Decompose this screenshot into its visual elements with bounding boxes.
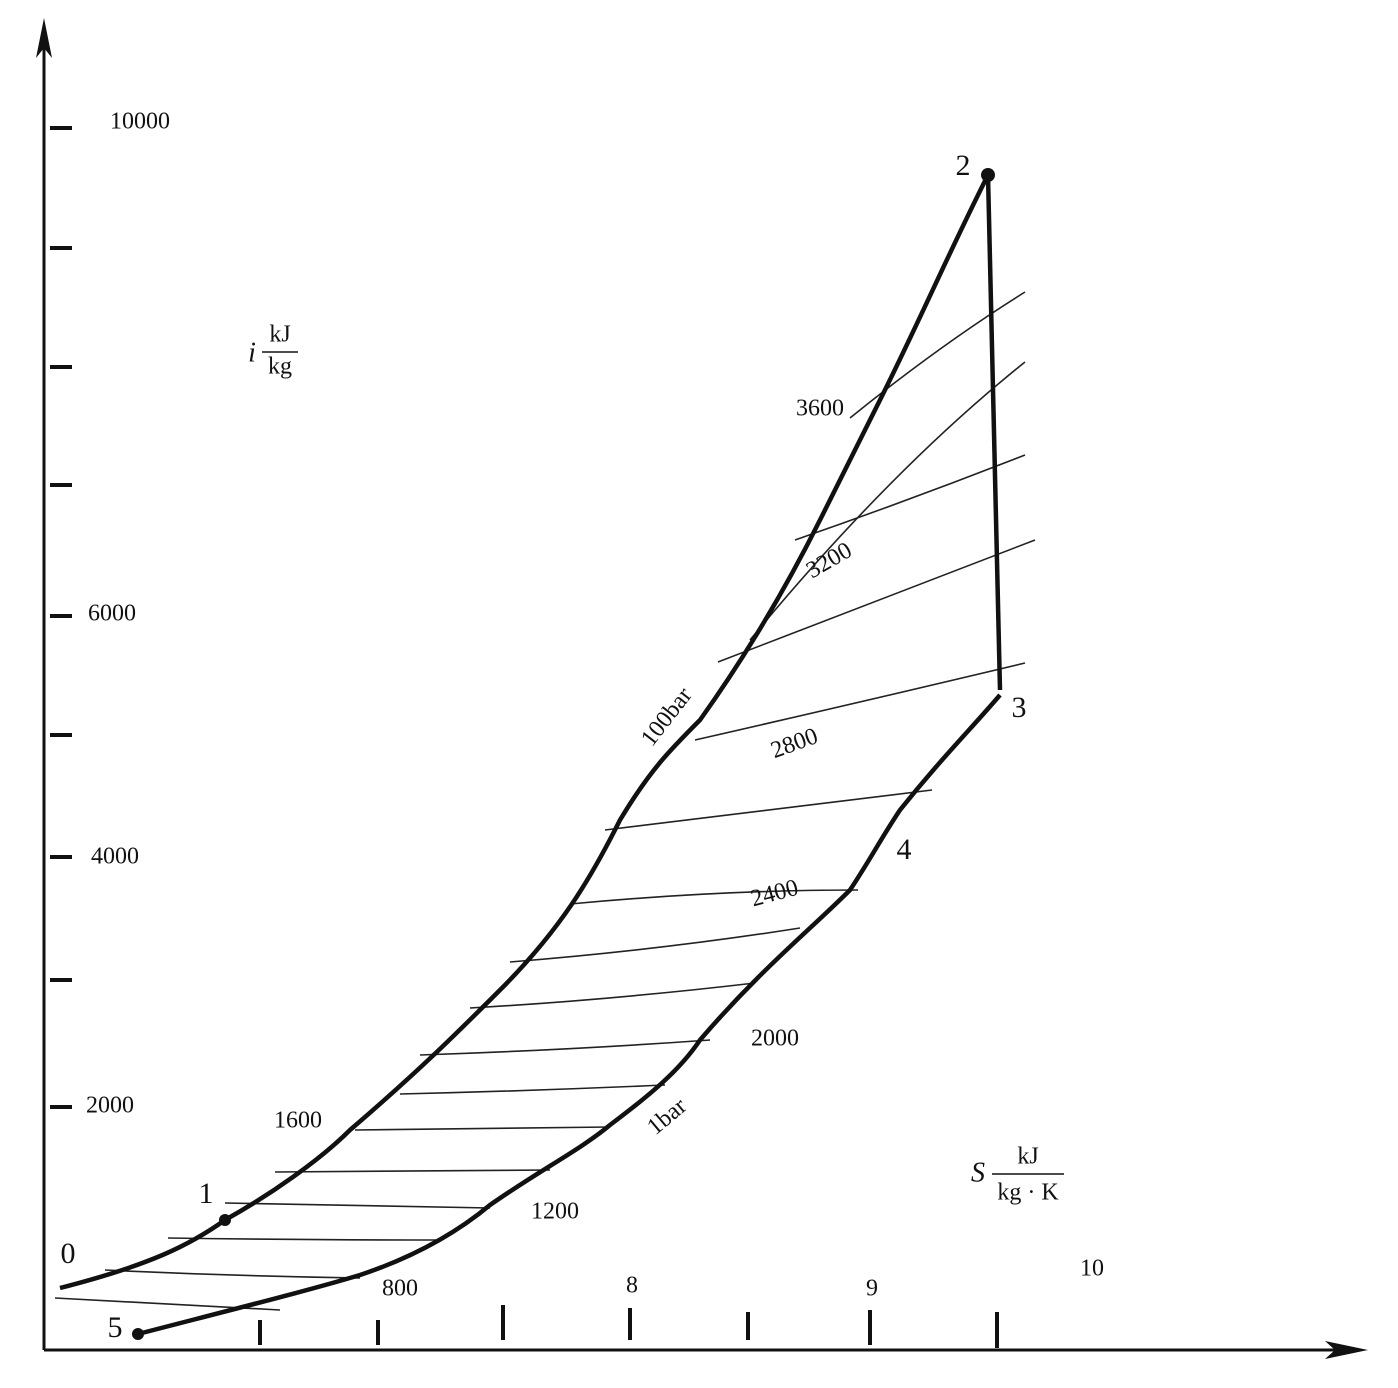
x-axis-label: S kJ kg · K	[971, 1144, 1064, 1206]
point-label: 5	[108, 1311, 123, 1344]
cycle-curves	[59, 168, 1003, 1340]
y-tick-labels: 10000 6000 4000 2000	[86, 109, 170, 1119]
point-label: 2	[956, 149, 971, 182]
point-label: 4	[897, 833, 912, 866]
axes	[36, 18, 1368, 1359]
point-label: 1	[199, 1177, 214, 1210]
isotherm-label: 3600	[796, 396, 844, 422]
x-tick-label: 9	[866, 1276, 878, 1302]
axis-unit-numerator: kJ	[269, 322, 290, 348]
y-ticks	[50, 126, 72, 1109]
x-tick-labels: 8 9 10	[626, 1256, 1104, 1302]
y-tick-label: 2000	[86, 1093, 134, 1119]
x-tick-label: 8	[626, 1273, 638, 1299]
axis-unit-denominator: kg	[268, 354, 292, 380]
isotherm-labels: 800 1200 1600 2000 2400 2800 3200 3600	[274, 396, 857, 1302]
y-tick-label: 4000	[91, 844, 139, 870]
axis-unit-numerator: kJ	[1017, 1144, 1038, 1170]
point-labels: 0 1 2 3 4 5	[61, 149, 1027, 1344]
axis-symbol: S	[971, 1157, 985, 1188]
isobar-label: 100bar	[636, 683, 698, 752]
y-axis-label: i kJ kg	[248, 322, 298, 380]
axis-symbol: i	[248, 337, 256, 368]
isotherm-label: 2400	[748, 875, 801, 913]
isotherm-label: 2800	[767, 723, 821, 764]
isotherm-label: 2000	[751, 1026, 799, 1052]
y-tick-label: 6000	[88, 601, 136, 627]
point-label: 0	[61, 1237, 76, 1270]
isotherm-label: 3200	[802, 537, 857, 584]
isotherm-label: 800	[382, 1276, 418, 1302]
x-tick-label: 10	[1080, 1256, 1104, 1282]
point-label: 3	[1012, 691, 1027, 724]
axis-unit-denominator: kg · K	[997, 1180, 1059, 1206]
isotherm-label: 1200	[531, 1199, 579, 1225]
y-tick-label: 10000	[110, 109, 170, 135]
isotherm-label: 1600	[274, 1108, 322, 1134]
isobar-label: 1bar	[642, 1093, 691, 1140]
isotherm-lines	[54, 291, 1036, 1311]
x-ticks	[258, 1305, 999, 1348]
